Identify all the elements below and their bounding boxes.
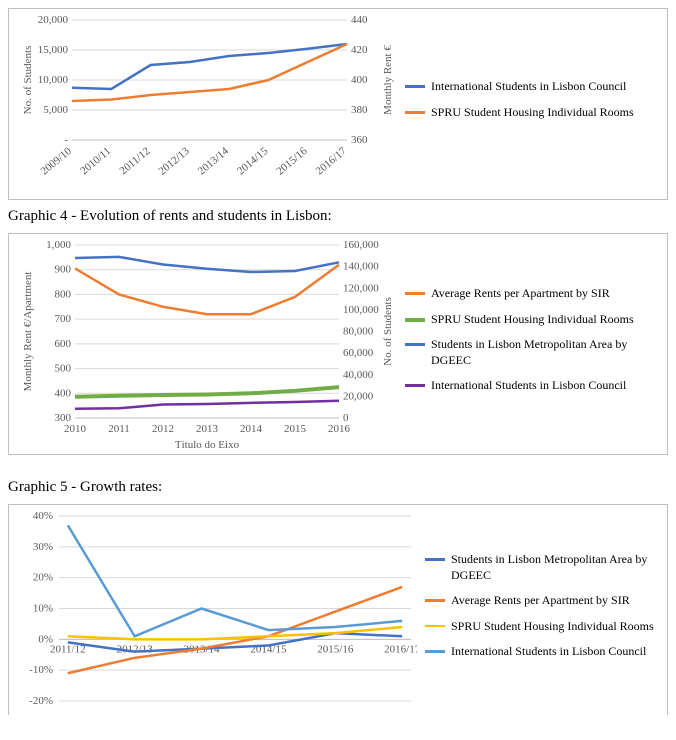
svg-text:2012: 2012 [152,423,174,435]
svg-text:440: 440 [351,15,368,26]
legend-label: SPRU Student Housing Individual Rooms [431,105,659,121]
svg-text:2015: 2015 [284,423,307,435]
legend-item: Students in Lisbon Metropolitan Area by … [425,552,659,583]
svg-text:420: 420 [351,44,368,56]
legend-label: International Students in Lisbon Council [451,644,659,660]
svg-text:30%: 30% [33,541,53,553]
svg-text:380: 380 [351,104,368,116]
legend-label: SPRU Student Housing Individual Rooms [451,619,659,635]
legend-item: Average Rents per Apartment by SIR [405,286,659,302]
legend-item: Average Rents per Apartment by SIR [425,593,659,609]
legend-swatch [405,111,425,114]
legend-swatch [405,292,425,295]
svg-text:900: 900 [55,264,72,276]
svg-text:2016/17: 2016/17 [384,643,417,655]
svg-text:-: - [64,134,68,146]
legend-item: Students in Lisbon Metropolitan Area by … [405,337,659,368]
svg-text:10%: 10% [33,603,53,615]
svg-text:140,000: 140,000 [343,261,379,273]
legend-item: SPRU Student Housing Individual Rooms [425,619,659,635]
svg-text:-10%: -10% [29,664,53,676]
svg-text:5,000: 5,000 [43,104,68,116]
legend-item: International Students in Lisbon Council [425,644,659,660]
legend-label: Average Rents per Apartment by SIR [451,593,659,609]
svg-text:2016/17: 2016/17 [314,145,350,178]
svg-text:2013: 2013 [196,423,219,435]
svg-text:2014/15: 2014/15 [235,145,271,178]
svg-text:400: 400 [351,74,368,86]
svg-text:800: 800 [55,288,72,300]
legend-label: Average Rents per Apartment by SIR [431,286,659,302]
svg-text:600: 600 [55,338,72,350]
svg-text:120,000: 120,000 [343,282,379,294]
legend-swatch [405,384,425,387]
svg-text:400: 400 [55,387,72,399]
legend-swatch [405,343,425,346]
legend-swatch [405,318,425,322]
legend-item: International Students in Lisbon Council [405,79,659,95]
svg-text:80,000: 80,000 [343,326,374,338]
svg-text:700: 700 [55,313,72,325]
legend-swatch [425,650,445,653]
caption-graphic5: Graphic 5 - Growth rates: [8,479,668,496]
svg-text:No. of Students: No. of Students [22,46,34,115]
svg-text:20,000: 20,000 [38,15,69,26]
legend-swatch [425,625,445,628]
legend-swatch [425,599,445,602]
svg-text:Monthly Rent €: Monthly Rent € [382,45,394,115]
svg-text:No. of Students: No. of Students [382,297,394,366]
svg-text:2009/10: 2009/10 [39,145,75,178]
chart1-container: - 5,000 10,000 15,000 20,000 360 380 400 420 440 2… [8,8,668,200]
legend-item: SPRU Student Housing Individual Rooms [405,105,659,121]
chart2-legend: Average Rents per Apartment by SIR SPRU S… [397,286,659,404]
svg-text:360: 360 [351,134,368,146]
chart1-legend: International Students in Lisbon Council… [397,79,659,130]
svg-text:20%: 20% [33,572,53,584]
svg-text:2016: 2016 [328,423,351,435]
legend-item: SPRU Student Housing Individual Rooms [405,312,659,328]
svg-text:2015/16: 2015/16 [317,643,354,655]
chart3-container: -20%-10%0%10%20%30%40%2011/122012/132013… [8,504,668,715]
chart3-legend: Students in Lisbon Metropolitan Area by … [417,552,659,670]
legend-label: Students in Lisbon Metropolitan Area by … [451,552,659,583]
legend-swatch [405,85,425,88]
caption-graphic4: Graphic 4 - Evolution of rents and stude… [8,208,668,225]
svg-text:2014: 2014 [240,423,263,435]
svg-text:2012/13: 2012/13 [156,145,192,178]
chart3-plot: -20%-10%0%10%20%30%40%2011/122012/132013… [17,511,417,711]
svg-text:2015/16: 2015/16 [274,145,310,178]
svg-text:2013/14: 2013/14 [196,145,232,178]
svg-text:60,000: 60,000 [343,347,374,359]
svg-text:Título do Eixo: Título do Eixo [175,439,240,450]
svg-text:20,000: 20,000 [343,390,374,402]
svg-text:15,000: 15,000 [38,44,69,56]
svg-text:500: 500 [55,363,72,375]
legend-label: SPRU Student Housing Individual Rooms [431,312,659,328]
svg-text:2011: 2011 [108,423,130,435]
legend-label: International Students in Lisbon Council [431,79,659,95]
chart2-plot: 3004005006007008009001,000020,00040,0006… [17,240,397,450]
svg-text:40%: 40% [33,511,53,522]
legend-item: International Students in Lisbon Council [405,378,659,394]
legend-label: International Students in Lisbon Council [431,378,659,394]
svg-text:2010/11: 2010/11 [78,145,113,177]
svg-text:100,000: 100,000 [343,304,379,316]
svg-text:160,000: 160,000 [343,240,379,251]
svg-text:2011/12: 2011/12 [117,145,152,177]
legend-swatch [425,558,445,561]
svg-text:40,000: 40,000 [343,369,374,381]
chart1-plot: - 5,000 10,000 15,000 20,000 360 380 400 420 440 2… [17,15,397,195]
legend-label: Students in Lisbon Metropolitan Area by … [431,337,659,368]
svg-text:Monthly Rent €/Apartment: Monthly Rent €/Apartment [22,272,34,392]
svg-text:10,000: 10,000 [38,74,69,86]
svg-text:1,000: 1,000 [46,240,71,251]
svg-text:-20%: -20% [29,695,53,707]
svg-text:2010: 2010 [64,423,87,435]
chart2-container: 3004005006007008009001,000020,00040,0006… [8,233,668,455]
